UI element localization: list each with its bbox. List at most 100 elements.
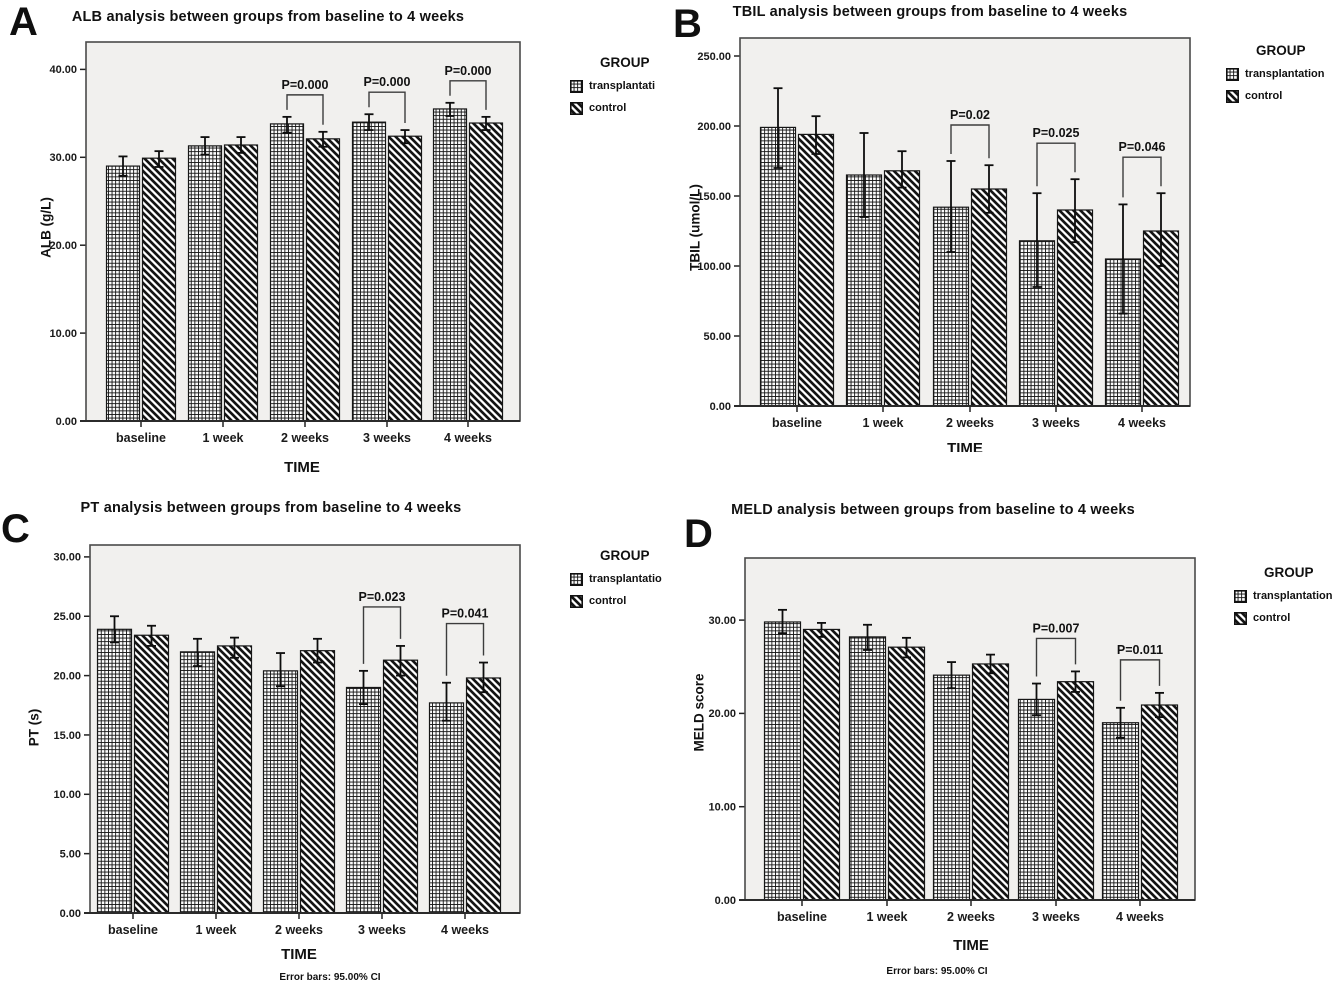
bar-control-3-weeks [1056, 670, 1095, 901]
chart-title: PT analysis between groups from baseline… [80, 500, 462, 516]
bar-transplantation-baseline [96, 615, 133, 914]
panel-letter: D [684, 512, 713, 556]
grid-pattern-swatch-icon [570, 572, 583, 586]
significance-bracket [368, 91, 406, 124]
legend-label: transplantati [589, 80, 656, 92]
legend-title: GROUP [1256, 43, 1306, 58]
significance-bracket [362, 606, 402, 664]
x-tick-label: baseline [108, 923, 158, 937]
y-tick-label: 200.00 [697, 121, 731, 133]
legend: GROUP transplantati control [570, 55, 655, 119]
bar-control-1-week [887, 636, 926, 901]
p-value-label: P=0.025 [1033, 126, 1080, 140]
x-tick-label: 2 weeks [275, 923, 323, 937]
x-tick-label: 1 week [195, 923, 236, 937]
significance-bracket [1119, 659, 1161, 701]
diagonal-pattern-swatch-icon [1234, 611, 1247, 625]
error-bars-note: Error bars: 95.00% CI [279, 972, 381, 983]
p-value-label: P=0.007 [1033, 621, 1080, 635]
bar-control-baseline [797, 115, 835, 407]
x-axis-label: TIME [281, 946, 317, 963]
y-tick-label: 30.00 [708, 615, 736, 627]
significance-bracket [286, 94, 324, 125]
bar-transplantation-4-weeks [428, 681, 465, 914]
x-tick-label: 2 weeks [947, 910, 995, 924]
significance-bracket [950, 124, 990, 159]
p-value-label: P=0.011 [1117, 643, 1163, 657]
bar-control-1-week [223, 136, 259, 422]
bar-transplantation-baseline [759, 87, 797, 407]
legend: GROUP transplantation control [1234, 565, 1332, 629]
y-axis-label: MELD score [691, 673, 707, 752]
bar-transplantation-2-weeks [269, 115, 305, 422]
legend-label: control [1253, 612, 1291, 624]
bar-control-1-week [883, 150, 921, 407]
bar-control-2-weeks [971, 653, 1010, 901]
x-tick-label: 3 weeks [1032, 910, 1080, 924]
bar-transplantation-4-weeks [432, 101, 468, 422]
bar-transplantation-3-weeks [351, 113, 387, 422]
diagonal-pattern-swatch-icon [570, 594, 583, 608]
p-value-label: P=0.041 [442, 607, 489, 621]
panel-A: 0.00 10.00 20.00 30.00 40.00 baseline 1 week 2 … [0, 0, 667, 472]
panel-letter: A [9, 0, 38, 44]
y-axis-label: ALB (g/L) [38, 197, 54, 258]
y-tick-label: 30.00 [49, 152, 77, 164]
p-value-label: P=0.046 [1119, 140, 1166, 154]
bar-transplantation-2-weeks [932, 661, 971, 901]
x-tick-label: 4 weeks [444, 431, 492, 445]
legend-label: transplantation [1253, 590, 1333, 602]
x-tick-label: 1 week [866, 910, 907, 924]
panel-letter: B [673, 2, 702, 46]
legend-title: GROUP [600, 548, 650, 563]
legend-label: control [589, 102, 627, 114]
bar-control-3-weeks [382, 645, 419, 914]
y-tick-label: 0.00 [710, 401, 731, 413]
bar-transplantation-4-weeks [1101, 706, 1140, 901]
p-value-label: P=0.000 [445, 64, 492, 78]
bar-transplantation-2-weeks [262, 652, 299, 914]
legend-item-transplantation: transplantatio [570, 568, 662, 590]
bar-control-4-weeks [1140, 691, 1179, 901]
chart-title: MELD analysis between groups from baseli… [731, 502, 1135, 518]
legend-title: GROUP [1264, 565, 1314, 580]
y-tick-label: 30.00 [53, 552, 81, 564]
legend-label: transplantation [1245, 68, 1325, 80]
y-tick-label: 20.00 [708, 708, 736, 720]
plot-area-TBIL: 0.00 50.00 100.00 150.00 200.00 250.00 baselin… [697, 37, 1191, 430]
bar-control-2-weeks [970, 164, 1008, 407]
x-tick-label: 4 weeks [441, 923, 489, 937]
bar-control-3-weeks [1056, 178, 1094, 407]
panel-D: 0.00 10.00 20.00 30.00 baseline 1 week 2 weeks… [667, 472, 1333, 987]
bar-control-baseline [141, 150, 177, 422]
chart-title: TBIL analysis between groups from baseli… [732, 4, 1128, 20]
error-bars-note: Error bars: 95.00% CI [886, 966, 988, 977]
legend-item-control: control [570, 97, 655, 119]
y-tick-label: 5.00 [60, 848, 81, 860]
y-tick-label: 20.00 [53, 670, 81, 682]
x-tick-label: 1 week [202, 431, 243, 445]
x-tick-label: 1 week [862, 416, 903, 430]
panel-B: 0.00 50.00 100.00 150.00 200.00 250.00 baselin… [667, 0, 1333, 452]
y-tick-label: 50.00 [703, 331, 731, 343]
y-tick-label: 100.00 [697, 261, 731, 273]
diagonal-pattern-swatch-icon [570, 101, 583, 115]
x-axis-label: TIME [953, 937, 989, 954]
legend-title: GROUP [600, 55, 650, 70]
x-tick-label: 2 weeks [281, 431, 329, 445]
bar-transplantation-1-week [187, 136, 223, 422]
bar-control-baseline [133, 624, 170, 914]
y-tick-label: 250.00 [697, 51, 731, 63]
x-tick-label: 3 weeks [363, 431, 411, 445]
legend: GROUP transplantation control [1226, 43, 1324, 107]
y-tick-label: 20.00 [49, 240, 77, 252]
significance-bracket [1035, 637, 1077, 677]
bar-transplantation-3-weeks [1018, 192, 1056, 407]
p-value-label: P=0.023 [359, 590, 406, 604]
y-tick-label: 150.00 [697, 191, 731, 203]
y-tick-label: 15.00 [53, 730, 81, 742]
p-value-label: P=0.000 [364, 75, 411, 89]
grid-pattern-swatch-icon [1234, 589, 1247, 603]
x-axis-label: TIME [947, 440, 983, 452]
x-tick-label: 2 weeks [946, 416, 994, 430]
